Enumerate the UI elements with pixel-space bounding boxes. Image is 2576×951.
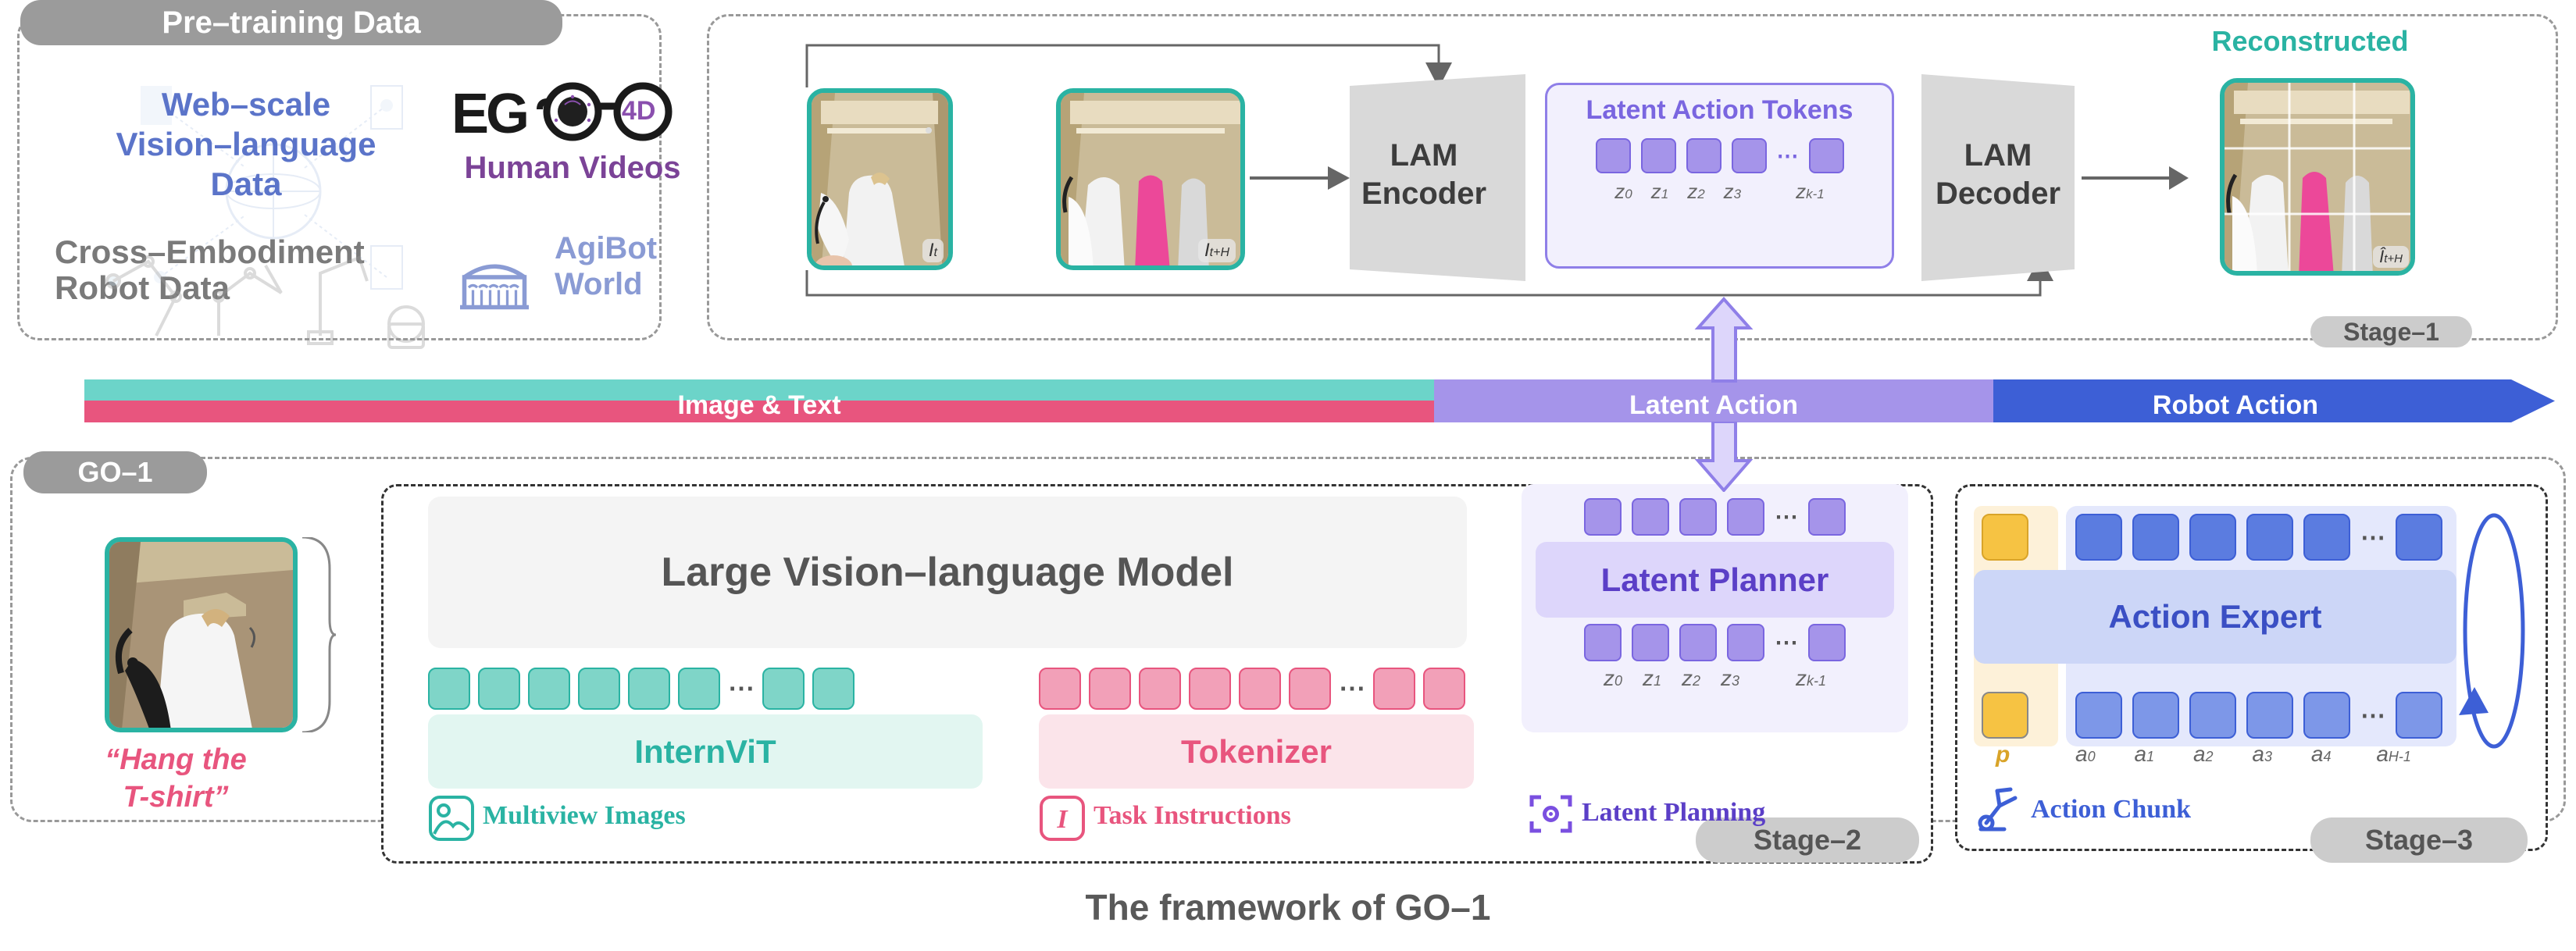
svg-text:I: I <box>1056 805 1069 834</box>
svg-text:4D: 4D <box>622 96 655 126</box>
svg-text:G: G <box>486 83 530 145</box>
svg-text:E: E <box>451 83 489 145</box>
